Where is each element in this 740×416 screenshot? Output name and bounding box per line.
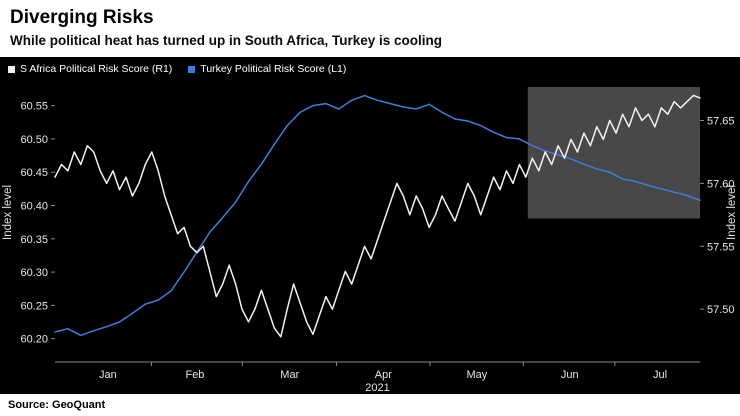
legend-label-turkey: Turkey Political Risk Score (L1) (200, 63, 347, 75)
legend-item-turkey: Turkey Political Risk Score (L1) (188, 63, 346, 75)
left-axis-tick-label: 60.30 (20, 267, 48, 279)
left-axis-tick-label: 60.50 (20, 134, 48, 146)
x-tick-label: Jun (561, 369, 579, 381)
x-tick-label: Mar (280, 369, 299, 381)
s-africa-legend-marker-icon (8, 65, 15, 73)
x-tick-label: Jan (99, 369, 117, 381)
right-axis-tick-label: 57.55 (707, 241, 735, 253)
s-africa-risk-line (54, 94, 701, 338)
left-axis-tick-label: 60.20 (20, 334, 48, 346)
source-credit: Source: GeoQuant (8, 399, 106, 411)
legend-item-s-africa: S Africa Political Risk Score (R1) (8, 63, 172, 75)
chart-header: Diverging Risks While political heat has… (0, 0, 740, 57)
turkey-risk-line (54, 94, 701, 337)
left-axis-title: Index level (2, 185, 14, 240)
x-axis-year-label: 2021 (365, 382, 389, 394)
highlight-region (527, 86, 700, 219)
page-title: Diverging Risks (10, 7, 154, 28)
chart-footer: Source: GeoQuant (0, 394, 740, 416)
left-axis-tick-label: 60.35 (20, 234, 48, 246)
chart-legend: S Africa Political Risk Score (R1) Turke… (8, 63, 346, 75)
x-tick-label: May (466, 369, 487, 381)
page-subtitle: While political heat has turned up in So… (10, 33, 443, 48)
legend-label-s-africa: S Africa Political Risk Score (R1) (20, 63, 173, 75)
right-axis-tick-label: 57.60 (707, 178, 735, 190)
left-axis-tick-label: 60.40 (20, 201, 48, 213)
left-axis-tick-label: 60.45 (20, 167, 48, 179)
x-tick-label: Feb (185, 369, 204, 381)
left-axis-tick-label: 60.25 (20, 300, 48, 312)
turkey-legend-marker-icon (188, 65, 196, 73)
chart-area: S Africa Political Risk Score (R1) Turke… (0, 57, 740, 394)
right-axis-tick-label: 57.65 (707, 116, 735, 128)
risk-line-chart: Jan Feb Mar Apr May Jun Jul 2021 60.20 60.25 60.30… (20, 86, 735, 394)
left-axis-tick-label: 60.55 (20, 101, 48, 113)
x-tick-label: Apr (375, 369, 392, 381)
right-axis-title: Index level (726, 185, 738, 240)
x-tick-label: Jul (653, 369, 667, 381)
right-axis-tick-label: 57.50 (707, 304, 735, 316)
